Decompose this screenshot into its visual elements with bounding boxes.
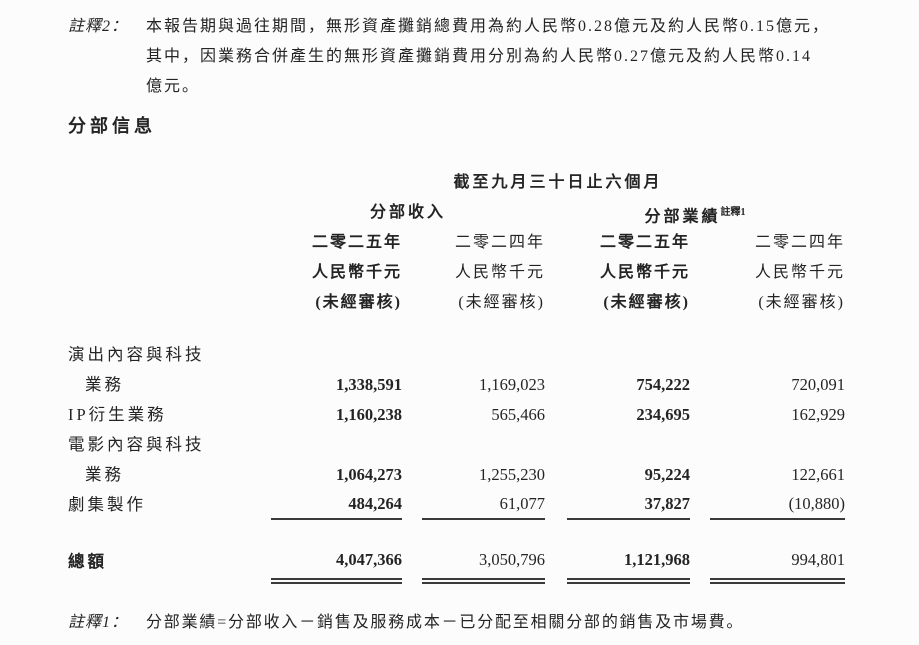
table-row-drama-production: 劇集製作 484,264 61,077 37,827 (10,880) xyxy=(68,490,845,520)
column-header-audit-status: (未經審核) xyxy=(458,294,545,311)
year-header-row: 二零二五年 二零二四年 二零二五年 二零二四年 xyxy=(68,228,845,258)
group-header-segment-revenue: 分部收入 xyxy=(369,204,446,221)
column-header-audit-status: (未經審核) xyxy=(315,294,402,311)
note-2-line: 億元。 xyxy=(146,78,201,95)
cell-value: 122,661 xyxy=(791,465,845,484)
column-header-year-2025-revenue: 二零二五年 xyxy=(311,234,402,251)
period-header: 截至九月三十日止六個月 xyxy=(453,174,663,191)
total-value: 4,047,366 xyxy=(271,548,402,584)
header-spacer xyxy=(68,198,271,228)
group-header-segment-results-label: 分部業績 xyxy=(644,208,721,226)
cell-value: 95,224 xyxy=(644,465,690,484)
note-1-superscript: 註釋1 xyxy=(720,207,746,218)
header-spacer xyxy=(68,258,271,288)
table-header: 截至九月三十日止六個月 分部收入 分部業績註釋1 二零二五年 二零二四年 二零二… xyxy=(68,168,845,318)
column-header-year-2025-results: 二零二五年 xyxy=(599,234,690,251)
cell-value: 37,827 xyxy=(567,490,690,520)
note-2-line: 本報告期與過往期間，無形資產攤銷總費用為約人民幣0.28億元及約人民幣0.15億… xyxy=(146,18,831,35)
total-value: 3,050,796 xyxy=(422,548,545,584)
cell-value: 1,160,238 xyxy=(336,405,402,424)
group-header-row: 分部收入 分部業績註釋1 xyxy=(68,198,845,228)
header-spacer xyxy=(68,288,271,318)
column-header-year-2024-results: 二零二四年 xyxy=(754,234,845,251)
cell-value: (10,880) xyxy=(710,490,845,520)
section-title: 分部信息 xyxy=(68,116,156,136)
column-header-audit-status: (未經審核) xyxy=(603,294,690,311)
table-body: 演出內容與科技 業務 1,338,591 1,169,023 754,222 7… xyxy=(68,340,845,520)
note-2: 註釋2： 本報告期與過往期間，無形資產攤銷總費用為約人民幣0.28億元及約人民幣… xyxy=(68,12,830,102)
row-label-continued: 業務 xyxy=(85,375,124,394)
table-row-live-content-label: 演出內容與科技 xyxy=(68,340,845,370)
column-header-unit: 人民幣千元 xyxy=(454,264,545,281)
note-2-label: 註釋2： xyxy=(68,18,129,35)
header-spacer xyxy=(68,168,271,198)
table-row-film-content-label: 電影內容與科技 xyxy=(68,430,845,460)
note-2-line: 其中，因業務合併產生的無形資產攤銷費用分別為約人民幣0.27億元及約人民幣0.1… xyxy=(146,48,813,65)
row-label: 電影內容與科技 xyxy=(68,435,205,454)
column-header-unit: 人民幣千元 xyxy=(599,264,690,281)
column-header-year-2024-revenue: 二零二四年 xyxy=(454,234,545,251)
table-row-live-content-values: 業務 1,338,591 1,169,023 754,222 720,091 xyxy=(68,370,845,400)
header-spacer xyxy=(68,228,271,258)
column-header-unit: 人民幣千元 xyxy=(754,264,845,281)
note-1-text: 分部業績=分部收入－銷售及服務成本－已分配至相關分部的銷售及市場費。 xyxy=(146,614,745,631)
cell-value: 234,695 xyxy=(636,405,690,424)
row-label: IP衍生業務 xyxy=(68,405,167,424)
cell-value: 720,091 xyxy=(791,375,845,394)
cell-value: 1,169,023 xyxy=(479,375,545,394)
note-1-label: 註釋1： xyxy=(68,614,129,631)
row-label: 劇集製作 xyxy=(68,495,146,514)
cell-value: 565,466 xyxy=(491,405,545,424)
note-1: 註釋1： 分部業績=分部收入－銷售及服務成本－已分配至相關分部的銷售及市場費。 xyxy=(68,608,744,638)
row-label-continued: 業務 xyxy=(85,465,124,484)
table-row-ip-derivatives: IP衍生業務 1,160,238 565,466 234,695 162,929 xyxy=(68,400,845,430)
total-label: 總額 xyxy=(68,552,107,571)
column-header-unit: 人民幣千元 xyxy=(311,264,402,281)
column-header-audit-status: (未經審核) xyxy=(758,294,845,311)
table-row-film-content-values: 業務 1,064,273 1,255,230 95,224 122,661 xyxy=(68,460,845,490)
period-header-row: 截至九月三十日止六個月 xyxy=(68,168,845,198)
cell-value: 1,338,591 xyxy=(336,375,402,394)
table-row-total: 總額 4,047,366 3,050,796 1,121,968 994,801 xyxy=(68,548,845,584)
unit-header-row: 人民幣千元 人民幣千元 人民幣千元 人民幣千元 xyxy=(68,258,845,288)
row-label: 演出內容與科技 xyxy=(68,345,205,364)
cell-value: 754,222 xyxy=(636,375,690,394)
cell-value: 1,064,273 xyxy=(336,465,402,484)
audit-status-row: (未經審核) (未經審核) (未經審核) (未經審核) xyxy=(68,288,845,318)
cell-value: 484,264 xyxy=(271,490,402,520)
total-value: 1,121,968 xyxy=(567,548,690,584)
cell-value: 1,255,230 xyxy=(479,465,545,484)
note-2-body: 本報告期與過往期間，無形資產攤銷總費用為約人民幣0.28億元及約人民幣0.15億… xyxy=(146,12,830,102)
group-header-segment-results: 分部業績註釋1 xyxy=(545,198,845,228)
cell-value: 162,929 xyxy=(791,405,845,424)
cell-value: 61,077 xyxy=(422,490,545,520)
total-value: 994,801 xyxy=(710,548,845,584)
